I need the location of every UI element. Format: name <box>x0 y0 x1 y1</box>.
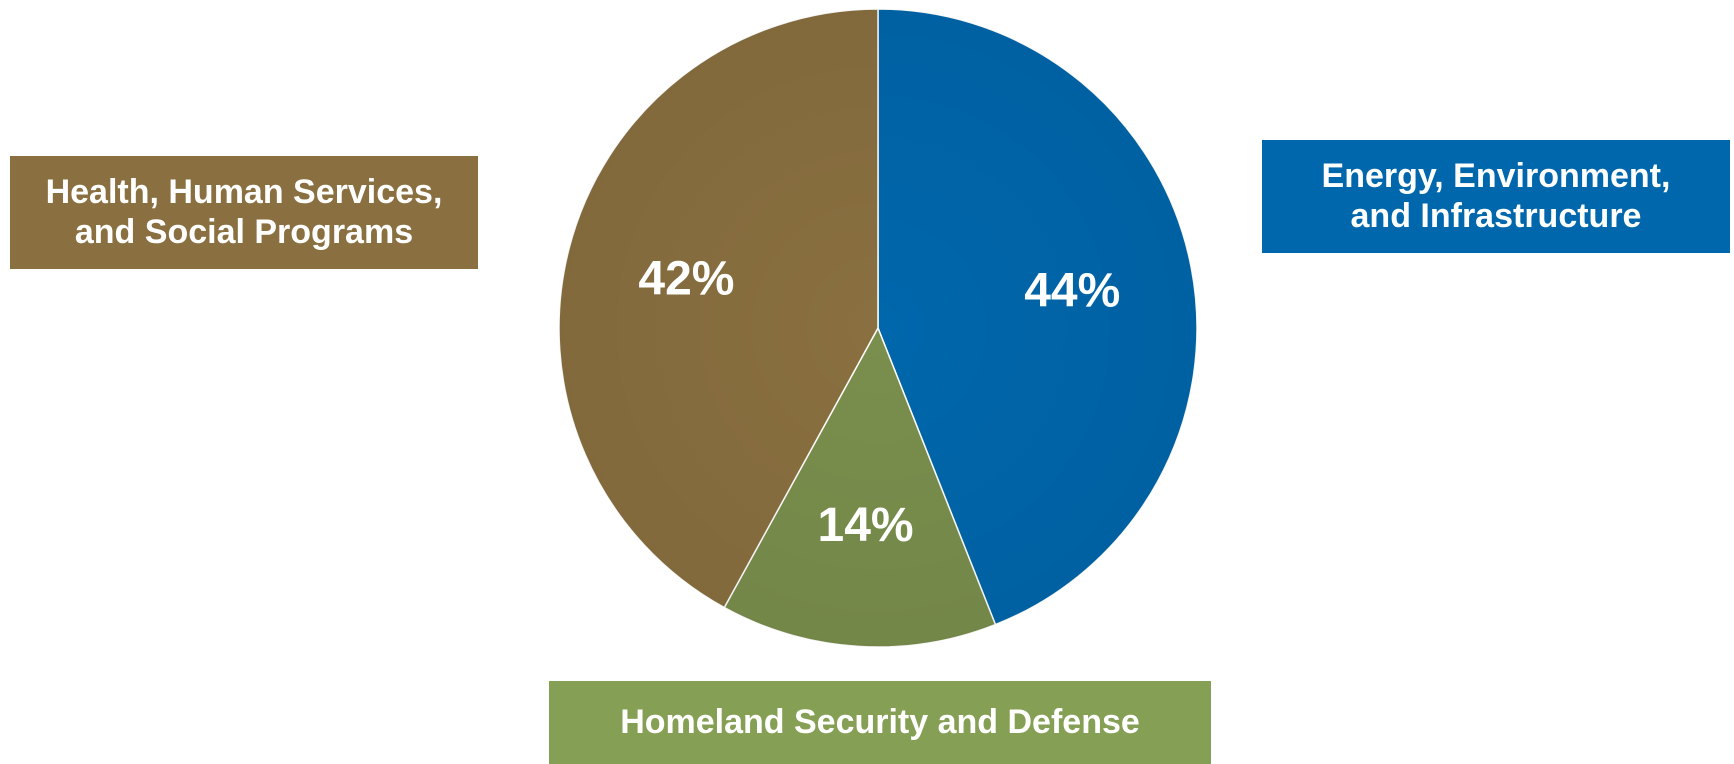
legend-label-health: Health, Human Services, and Social Progr… <box>45 172 443 251</box>
legend-box-health: Health, Human Services, and Social Progr… <box>10 156 478 269</box>
legend-box-defense: Homeland Security and Defense <box>549 681 1211 764</box>
slice-value-label: 42% <box>638 252 734 305</box>
slice-value-label: 14% <box>818 499 914 552</box>
legend-box-energy: Energy, Environment, and Infrastructure <box>1262 140 1730 253</box>
slice-value-label: 44% <box>1024 264 1120 317</box>
legend-label-defense: Homeland Security and Defense <box>620 702 1140 741</box>
legend-label-energy: Energy, Environment, and Infrastructure <box>1321 156 1671 235</box>
